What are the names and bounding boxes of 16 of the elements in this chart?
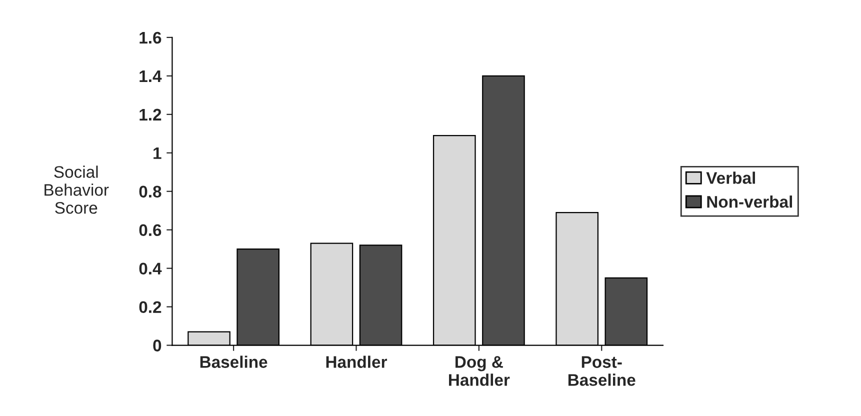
y-tick-label: 0.2 — [139, 301, 162, 314]
x-tick-label: Dog & Handler — [449, 356, 510, 386]
y-tick-label: 0.6 — [139, 224, 162, 236]
legend-label: Verbal — [706, 172, 755, 184]
x-tick-label: Post- Baseline — [568, 356, 636, 386]
y-tick-label: 0 — [153, 340, 162, 352]
x-tick-label: Baseline — [200, 356, 268, 368]
y-tick-label: 1.4 — [140, 70, 162, 82]
y-tick-label: 1.6 — [140, 32, 162, 44]
x-tick-label: Handler — [326, 356, 388, 368]
y-tick-label: 0.8 — [139, 186, 162, 198]
y-tick-label: 1.2 — [140, 108, 162, 120]
y-tick-label: 0.4 — [139, 262, 162, 275]
y-tick-label: 1 — [154, 147, 162, 159]
y-axis-title: Social Behavior Score — [44, 166, 109, 214]
legend-label: Non-verbal — [707, 196, 792, 208]
